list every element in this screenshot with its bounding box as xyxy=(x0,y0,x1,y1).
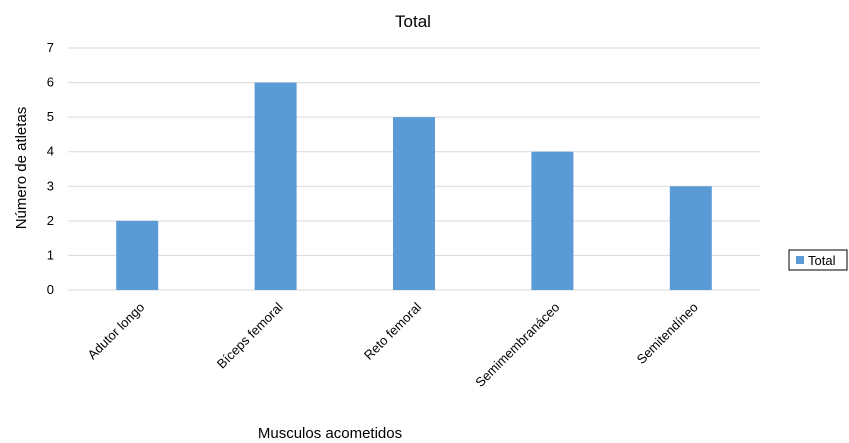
bar-0 xyxy=(116,220,159,290)
x-axis-tick-labels: Adutor longo Bíceps femoral Reto femoral Se… xyxy=(85,299,701,389)
y-axis-label: Número de atletas xyxy=(13,107,30,230)
y-tick-label: 1 xyxy=(47,247,54,262)
legend-swatch xyxy=(796,256,804,264)
bars xyxy=(116,82,712,291)
y-tick-label: 2 xyxy=(47,213,54,228)
bar-2 xyxy=(393,117,435,291)
x-tick-label: Reto femoral xyxy=(361,299,424,362)
legend-box xyxy=(788,249,848,271)
y-tick-label: 4 xyxy=(47,144,54,159)
y-tick-label: 0 xyxy=(47,282,54,297)
x-tick-label: Semitendíneo xyxy=(634,300,701,367)
x-axis-label: Musculos acometidos xyxy=(258,425,402,442)
x-tick-label: Semimembranáceo xyxy=(472,300,562,390)
y-axis-ticks: 0 1 2 3 4 5 6 7 xyxy=(47,40,54,297)
bar-3 xyxy=(531,151,574,290)
bar-1 xyxy=(254,82,297,290)
bar-4 xyxy=(669,186,712,290)
chart-title: Total xyxy=(395,12,431,31)
legend: Total xyxy=(788,249,848,271)
x-tick-label: Bíceps femoral xyxy=(214,299,286,371)
y-tick-label: 6 xyxy=(47,75,54,90)
legend-label: Total xyxy=(808,253,836,268)
y-tick-label: 3 xyxy=(47,178,54,193)
y-tick-label: 5 xyxy=(47,109,54,124)
x-tick-label: Adutor longo xyxy=(85,300,148,363)
y-tick-label: 7 xyxy=(47,40,54,55)
